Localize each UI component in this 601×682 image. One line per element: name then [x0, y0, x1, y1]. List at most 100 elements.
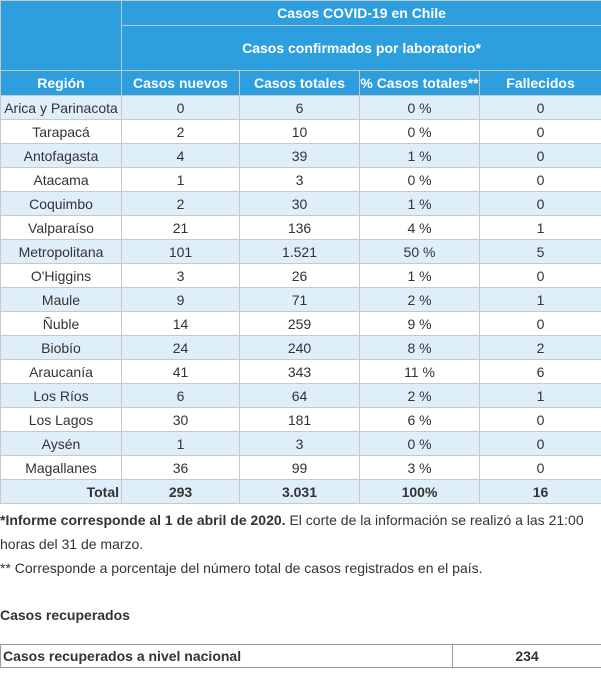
total-label: Total: [0, 479, 122, 504]
recovered-value: 234: [452, 644, 601, 668]
table-row: Maule 9 71 2 % 1: [0, 287, 601, 312]
cell-deaths: 6: [478, 359, 601, 384]
recovered-heading: Casos recuperados: [0, 607, 130, 623]
cell-region: Coquimbo: [0, 191, 122, 216]
cell-new-cases: 14: [121, 311, 240, 336]
cell-deaths: 1: [478, 215, 601, 240]
table-row: Valparaíso 21 136 4 % 1: [0, 215, 601, 240]
table-row: Coquimbo 2 30 1 % 0: [0, 191, 601, 216]
table-row: O'Higgins 3 26 1 % 0: [0, 263, 601, 288]
report-note-rest: El corte de la información se realizó a …: [0, 512, 584, 552]
cell-region: Valparaíso: [0, 215, 122, 240]
cell-percent-total: 6 %: [359, 407, 480, 432]
total-cases: 3.031: [239, 479, 360, 504]
cell-new-cases: 30: [121, 407, 240, 432]
cell-new-cases: 2: [121, 191, 240, 216]
cell-total-cases: 64: [239, 383, 360, 408]
cell-new-cases: 41: [121, 359, 240, 384]
cell-total-cases: 3: [239, 167, 360, 192]
cell-region: Tarapacá: [0, 119, 122, 144]
cell-percent-total: 0 %: [359, 167, 480, 192]
cell-percent-total: 0 %: [359, 95, 480, 120]
cell-deaths: 0: [478, 167, 601, 192]
cell-total-cases: 6: [239, 95, 360, 120]
corner-cell: [0, 0, 122, 71]
cell-region: Aysén: [0, 431, 122, 456]
cell-region: Ñuble: [0, 311, 122, 336]
cell-region: Los Lagos: [0, 407, 122, 432]
cell-deaths: 0: [478, 119, 601, 144]
cell-total-cases: 99: [239, 455, 360, 480]
recovered-label: Casos recuperados a nivel nacional: [0, 644, 453, 668]
cell-region: Araucanía: [0, 359, 122, 384]
table-row: Araucanía 41 343 11 % 6: [0, 359, 601, 384]
table-title: Casos COVID-19 en Chile: [120, 0, 601, 26]
total-percent: 100%: [359, 479, 480, 504]
cell-total-cases: 39: [239, 143, 360, 168]
cell-region: Metropolitana: [0, 239, 122, 264]
cell-region: Arica y Parinacota: [0, 95, 122, 120]
cell-region: O'Higgins: [0, 263, 122, 288]
cell-percent-total: 9 %: [359, 311, 480, 336]
cell-region: Magallanes: [0, 455, 122, 480]
table-row: Metropolitana 101 1.521 50 % 5: [0, 239, 601, 264]
cell-percent-total: 1 %: [359, 263, 480, 288]
cell-total-cases: 71: [239, 287, 360, 312]
total-row: Total 293 3.031 100% 16: [0, 479, 601, 504]
covid-cases-table: Casos COVID-19 en Chile Casos confirmado…: [0, 0, 601, 504]
cell-percent-total: 2 %: [359, 287, 480, 312]
report-note: *Informe corresponde al 1 de abril de 20…: [0, 508, 601, 556]
cell-deaths: 0: [478, 311, 601, 336]
table-row: Arica y Parinacota 0 6 0 % 0: [0, 95, 601, 120]
cell-region: Antofagasta: [0, 143, 122, 168]
cell-total-cases: 1.521: [239, 239, 360, 264]
cell-new-cases: 6: [121, 383, 240, 408]
cell-new-cases: 3: [121, 263, 240, 288]
cell-deaths: 1: [478, 287, 601, 312]
cell-percent-total: 0 %: [359, 119, 480, 144]
cell-percent-total: 1 %: [359, 191, 480, 216]
cell-percent-total: 8 %: [359, 335, 480, 360]
cell-total-cases: 259: [239, 311, 360, 336]
cell-total-cases: 26: [239, 263, 360, 288]
cell-region: Biobío: [0, 335, 122, 360]
cell-deaths: 0: [478, 191, 601, 216]
percent-note: ** Corresponde a porcentaje del número t…: [0, 560, 483, 576]
recovered-table: Casos recuperados a nivel nacional 234: [0, 644, 601, 668]
cell-new-cases: 101: [121, 239, 240, 264]
cell-new-cases: 36: [121, 455, 240, 480]
cell-total-cases: 10: [239, 119, 360, 144]
cell-percent-total: 11 %: [359, 359, 480, 384]
cell-region: Los Ríos: [0, 383, 122, 408]
table-row: Tarapacá 2 10 0 % 0: [0, 119, 601, 144]
cell-new-cases: 1: [121, 167, 240, 192]
table-row: Antofagasta 4 39 1 % 0: [0, 143, 601, 168]
cell-total-cases: 3: [239, 431, 360, 456]
cell-percent-total: 3 %: [359, 455, 480, 480]
cell-deaths: 5: [478, 239, 601, 264]
cell-total-cases: 343: [239, 359, 360, 384]
cell-total-cases: 240: [239, 335, 360, 360]
cell-deaths: 0: [478, 143, 601, 168]
total-deaths: 16: [478, 479, 601, 504]
cell-deaths: 0: [478, 95, 601, 120]
cell-total-cases: 30: [239, 191, 360, 216]
cell-percent-total: 4 %: [359, 215, 480, 240]
total-new-cases: 293: [121, 479, 240, 504]
cell-new-cases: 1: [121, 431, 240, 456]
cell-region: Atacama: [0, 167, 122, 192]
cell-percent-total: 0 %: [359, 431, 480, 456]
cell-deaths: 0: [478, 263, 601, 288]
report-note-bold: *Informe corresponde al 1 de abril de 20…: [0, 512, 286, 528]
table-body: Arica y Parinacota 0 6 0 % 0 Tarapacá 2 10 0 % 0 A…: [0, 95, 601, 480]
cell-new-cases: 4: [121, 143, 240, 168]
cell-percent-total: 1 %: [359, 143, 480, 168]
cell-percent-total: 2 %: [359, 383, 480, 408]
cell-deaths: 0: [478, 407, 601, 432]
cell-region: Maule: [0, 287, 122, 312]
header-new-cases: Casos nuevos: [121, 70, 240, 96]
cell-deaths: 1: [478, 383, 601, 408]
table-row: Magallanes 36 99 3 % 0: [0, 455, 601, 480]
table-row: Los Lagos 30 181 6 % 0: [0, 407, 601, 432]
cell-new-cases: 0: [121, 95, 240, 120]
